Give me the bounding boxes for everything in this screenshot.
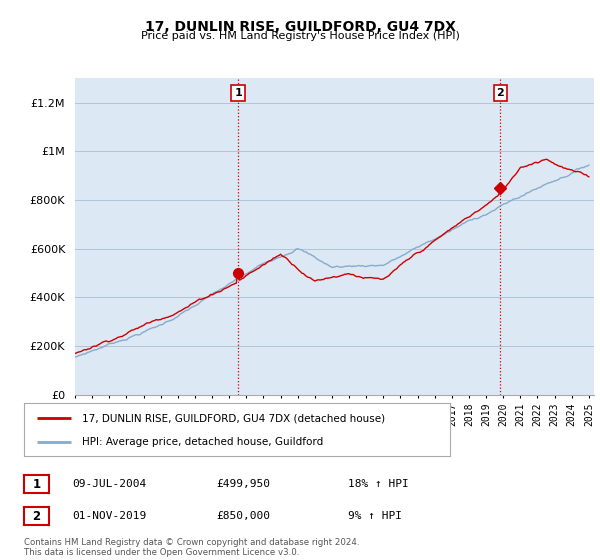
- Text: 17, DUNLIN RISE, GUILDFORD, GU4 7DX: 17, DUNLIN RISE, GUILDFORD, GU4 7DX: [145, 20, 455, 34]
- Text: 01-NOV-2019: 01-NOV-2019: [72, 511, 146, 521]
- Text: 1: 1: [32, 478, 41, 491]
- Text: Contains HM Land Registry data © Crown copyright and database right 2024.
This d: Contains HM Land Registry data © Crown c…: [24, 538, 359, 557]
- Text: £499,950: £499,950: [216, 479, 270, 489]
- Text: 2: 2: [32, 510, 41, 523]
- Text: £850,000: £850,000: [216, 511, 270, 521]
- Text: 09-JUL-2004: 09-JUL-2004: [72, 479, 146, 489]
- Text: Price paid vs. HM Land Registry's House Price Index (HPI): Price paid vs. HM Land Registry's House …: [140, 31, 460, 41]
- Text: HPI: Average price, detached house, Guildford: HPI: Average price, detached house, Guil…: [82, 436, 323, 446]
- Text: 18% ↑ HPI: 18% ↑ HPI: [348, 479, 409, 489]
- Text: 9% ↑ HPI: 9% ↑ HPI: [348, 511, 402, 521]
- Text: 17, DUNLIN RISE, GUILDFORD, GU4 7DX (detached house): 17, DUNLIN RISE, GUILDFORD, GU4 7DX (det…: [82, 413, 385, 423]
- Text: 1: 1: [234, 88, 242, 98]
- Text: 2: 2: [496, 88, 504, 98]
